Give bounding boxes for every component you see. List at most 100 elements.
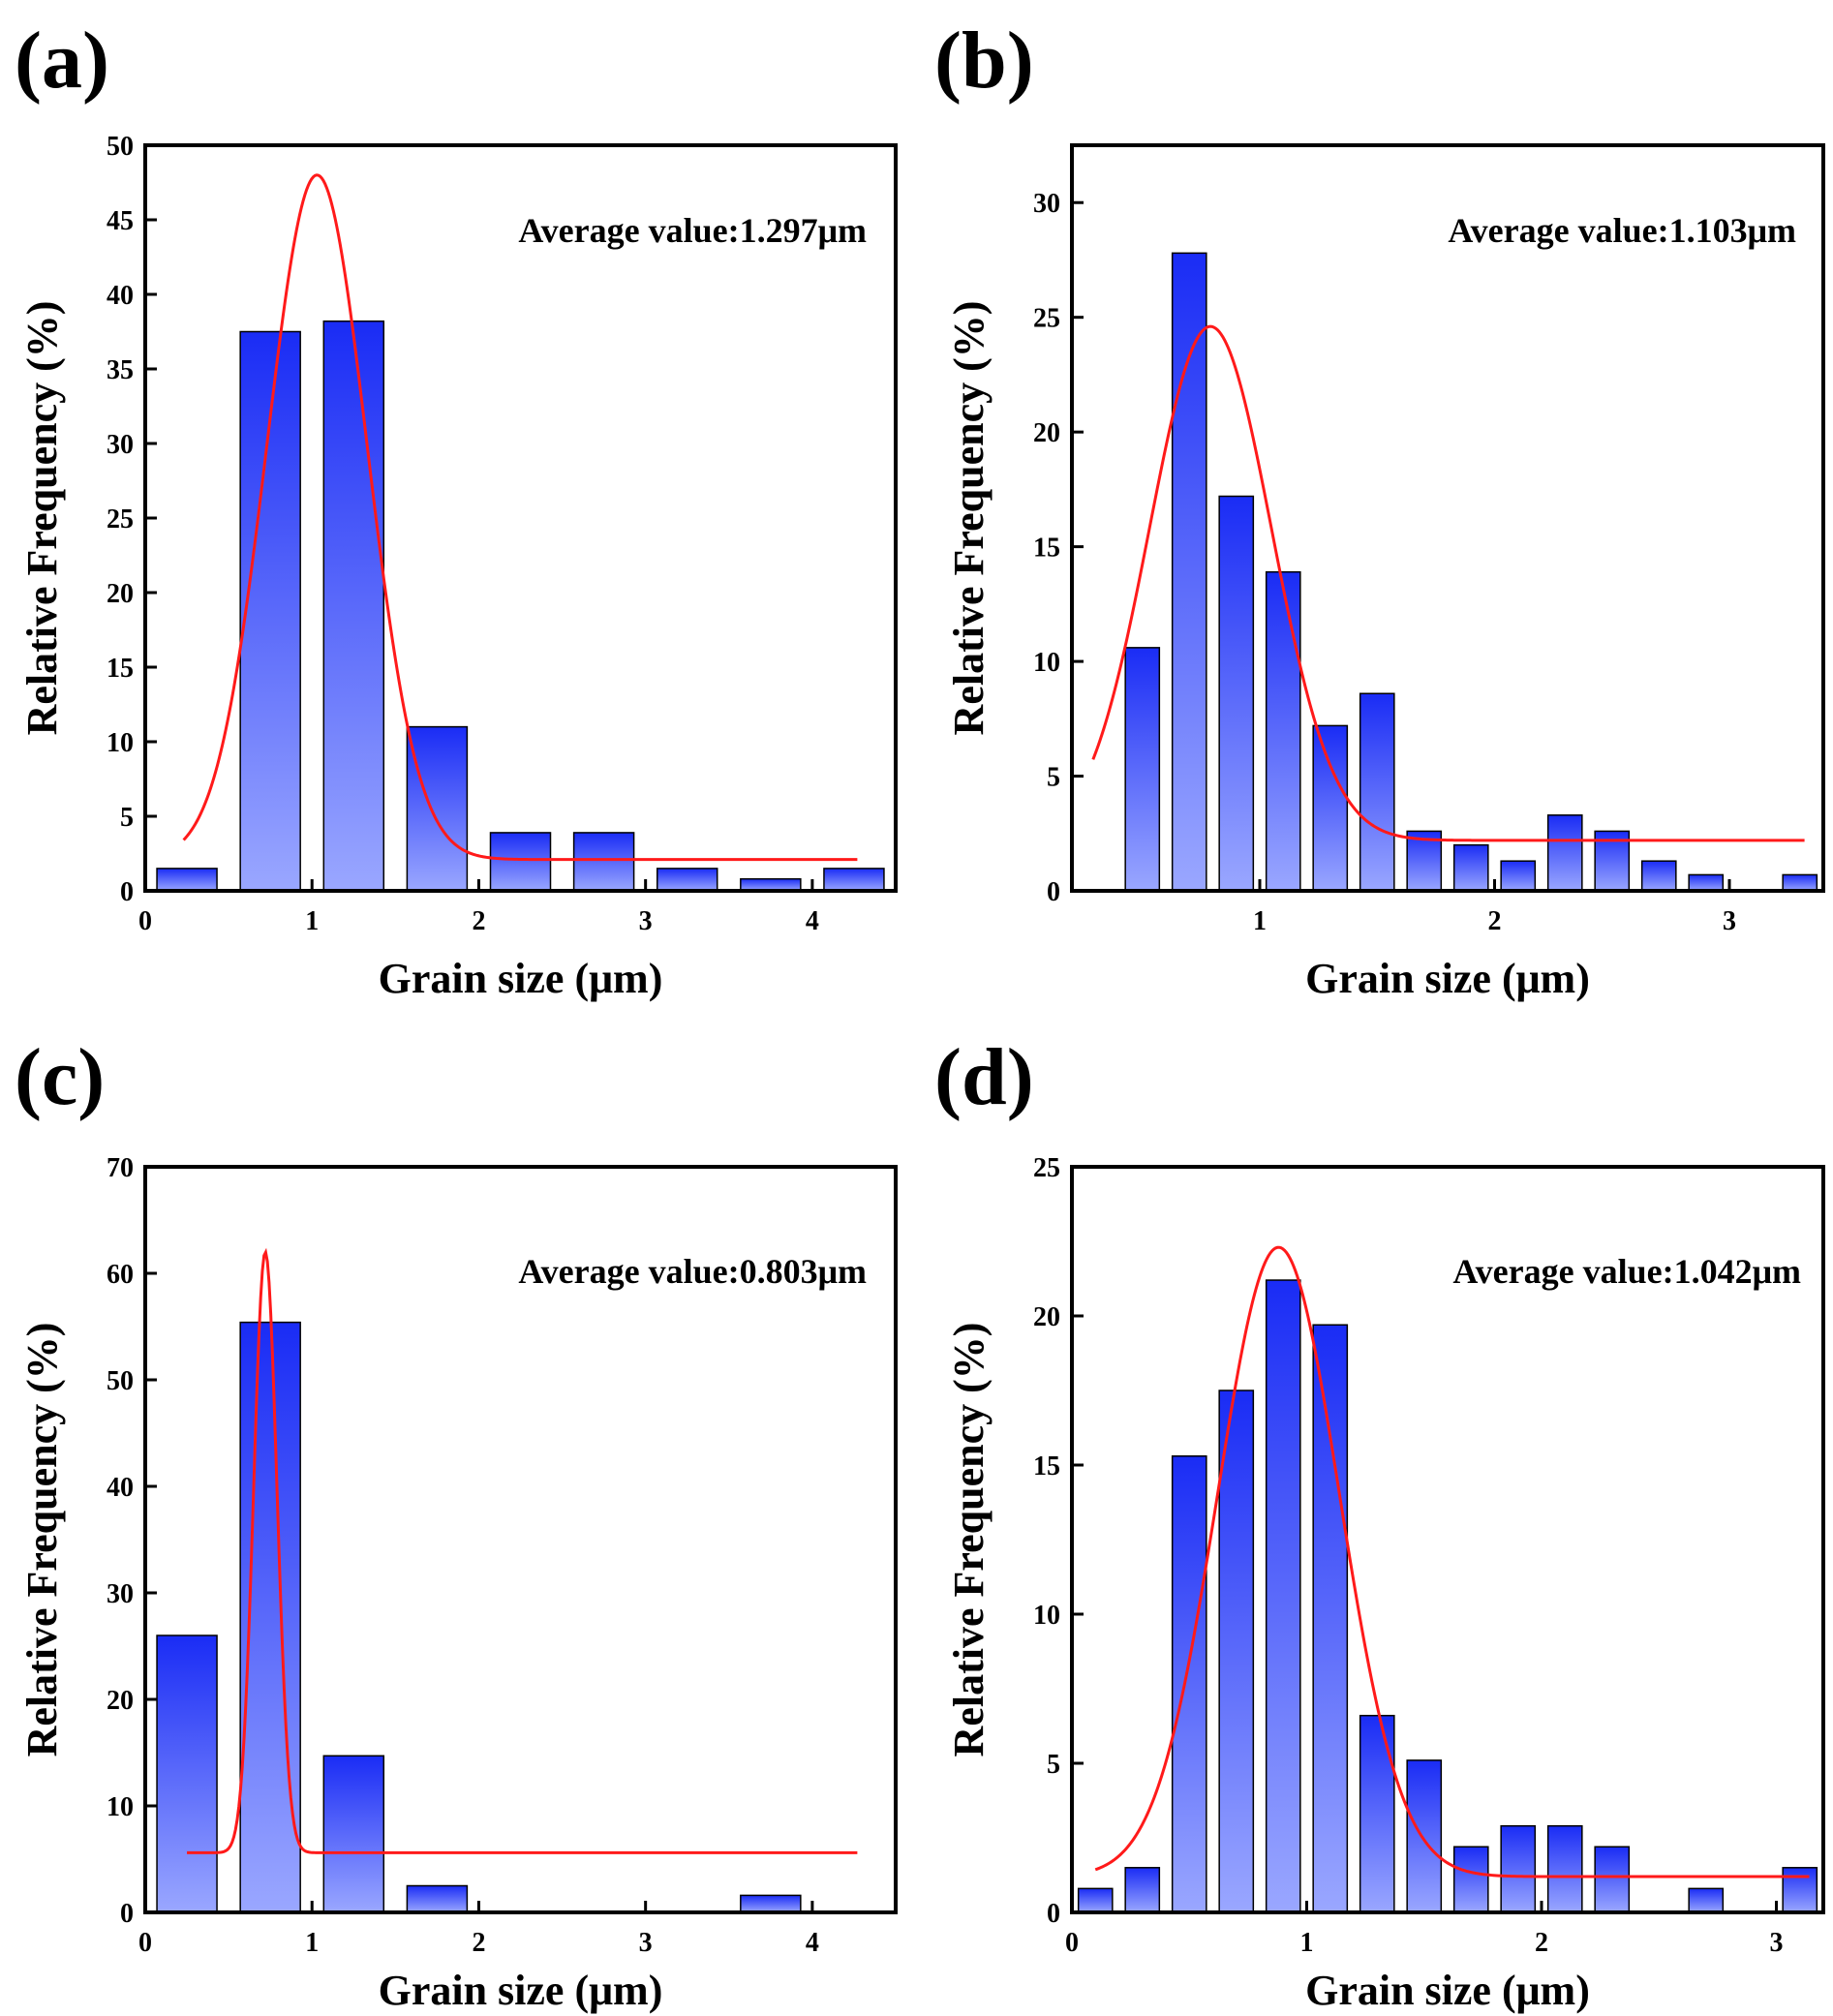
y-tick-label: 30 xyxy=(1033,189,1060,219)
average-value-annotation: Average value:0.803μm xyxy=(518,1252,867,1291)
x-tick-label: 2 xyxy=(472,1928,485,1958)
y-tick-label: 15 xyxy=(107,654,134,684)
histogram-bar xyxy=(572,832,635,892)
x-axis-title: Grain size (μm) xyxy=(379,955,663,1002)
x-axis-title: Grain size (μm) xyxy=(1305,1967,1590,2014)
plot-frame xyxy=(143,1165,898,1914)
y-tick-label: 50 xyxy=(107,132,134,162)
y-tick-label: 20 xyxy=(107,1686,134,1716)
histogram-bar xyxy=(1171,252,1207,892)
y-tick-label: 25 xyxy=(1033,304,1060,334)
x-tick-label: 2 xyxy=(1535,1928,1548,1958)
x-tick-label: 2 xyxy=(472,906,485,936)
plot-frame xyxy=(1070,1165,1825,1914)
y-tick-label: 20 xyxy=(107,579,134,609)
histogram-bar xyxy=(656,868,718,892)
y-tick-label: 0 xyxy=(1047,877,1060,907)
histogram-bar xyxy=(1782,1867,1818,1913)
x-tick-label: 0 xyxy=(138,906,152,936)
gaussian-fit-line xyxy=(187,1247,858,1854)
gaussian-fit-line xyxy=(1094,1245,1810,1879)
x-tick-label: 3 xyxy=(1770,1928,1784,1958)
histogram-bar xyxy=(1359,692,1395,892)
panel-label: (c) xyxy=(15,1032,105,1122)
histogram-bar xyxy=(1500,860,1537,892)
y-tick-label: 0 xyxy=(120,1899,134,1929)
histogram-bar xyxy=(322,320,385,892)
y-tick-label: 10 xyxy=(1033,1601,1060,1631)
x-tick-label: 0 xyxy=(1065,1928,1079,1958)
y-tick-label: 15 xyxy=(1033,534,1060,564)
histogram-bar xyxy=(1640,860,1677,892)
x-tick-label: 3 xyxy=(639,1928,653,1958)
x-tick-label: 4 xyxy=(806,1928,819,1958)
panel-label: (b) xyxy=(934,15,1034,106)
histogram-bar xyxy=(740,1894,802,1913)
y-tick-label: 50 xyxy=(107,1366,134,1396)
y-tick-label: 15 xyxy=(1033,1451,1060,1481)
gaussian-fit-line xyxy=(1091,324,1805,842)
histogram-bar xyxy=(1452,1846,1489,1913)
y-tick-label: 30 xyxy=(107,1579,134,1609)
chart-panel-a: (a) 0 5 10 15 20 25 30 35 40 45 50 0 1 2 3 4 Grain size (… xyxy=(15,15,898,1002)
y-tick-label: 30 xyxy=(107,430,134,460)
histogram-bar xyxy=(1312,1324,1349,1913)
histogram-bar xyxy=(1218,1390,1255,1913)
y-axis-title: Relative Frequency (%) xyxy=(18,1323,66,1757)
plot-frame xyxy=(1070,143,1825,893)
x-tick-label: 0 xyxy=(138,1928,152,1958)
histogram-bar xyxy=(1546,814,1583,892)
histogram-bar xyxy=(1124,647,1161,892)
chart-panel-b: (b) 0 5 10 15 20 25 30 1 2 3 Grain size (μm) Relativ… xyxy=(934,15,1825,1002)
histogram-bar xyxy=(156,1634,218,1913)
chart-panel-c: (c) 0 10 20 30 40 50 60 70 0 1 2 3 4 Grain size (μm) Re… xyxy=(15,1032,898,2014)
histogram-bar xyxy=(1546,1824,1583,1913)
histogram-bar xyxy=(489,832,552,892)
histogram-bar xyxy=(1077,1887,1114,1913)
histogram-bar xyxy=(1688,873,1725,892)
y-tick-label: 20 xyxy=(1033,1302,1060,1332)
histogram-bar xyxy=(1782,873,1818,892)
y-tick-label: 5 xyxy=(1047,763,1060,793)
histogram-bar xyxy=(1594,1846,1631,1913)
x-tick-label: 1 xyxy=(305,1928,319,1958)
histogram-bar xyxy=(322,1755,385,1913)
gaussian-fit-line xyxy=(182,173,858,862)
y-tick-label: 25 xyxy=(107,504,134,535)
chart-panel-d: (d) 0 5 10 15 20 25 0 1 2 3 Grain size (μm) Relative… xyxy=(934,1032,1825,2014)
histogram-bar xyxy=(1218,495,1255,892)
x-tick-label: 3 xyxy=(1723,906,1736,936)
histogram-bar xyxy=(1312,724,1349,892)
histogram-bar xyxy=(1406,830,1443,892)
histogram-bar xyxy=(1359,1714,1395,1913)
y-tick-label: 35 xyxy=(107,355,134,385)
histogram-bar xyxy=(1171,1455,1207,1913)
histogram-bar xyxy=(1500,1824,1537,1913)
histogram-bar xyxy=(1688,1887,1725,1913)
y-tick-label: 25 xyxy=(1033,1153,1060,1183)
x-axis-title: Grain size (μm) xyxy=(379,1967,663,2014)
y-axis-title: Relative Frequency (%) xyxy=(945,301,993,736)
average-value-annotation: Average value:1.042μm xyxy=(1452,1252,1801,1291)
x-tick-label: 1 xyxy=(305,906,319,936)
x-tick-label: 1 xyxy=(1300,1928,1314,1958)
y-tick-label: 20 xyxy=(1033,418,1060,448)
y-tick-label: 10 xyxy=(1033,648,1060,678)
x-axis-title: Grain size (μm) xyxy=(1305,955,1590,1002)
y-tick-label: 10 xyxy=(107,728,134,758)
y-tick-label: 10 xyxy=(107,1792,134,1822)
histogram-bar xyxy=(406,1884,469,1913)
y-tick-label: 0 xyxy=(120,877,134,907)
histogram-bar xyxy=(156,868,218,892)
histogram-bar xyxy=(1452,843,1489,892)
histogram-bar xyxy=(1265,570,1301,892)
average-value-annotation: Average value:1.103μm xyxy=(1448,211,1796,250)
panel-label: (a) xyxy=(15,15,109,106)
y-tick-label: 5 xyxy=(120,803,134,833)
histogram-bar xyxy=(1406,1759,1443,1913)
y-axis-title: Relative Frequency (%) xyxy=(18,301,66,736)
panel-label: (d) xyxy=(934,1032,1034,1122)
x-tick-label: 4 xyxy=(806,906,819,936)
y-tick-label: 60 xyxy=(107,1260,134,1290)
